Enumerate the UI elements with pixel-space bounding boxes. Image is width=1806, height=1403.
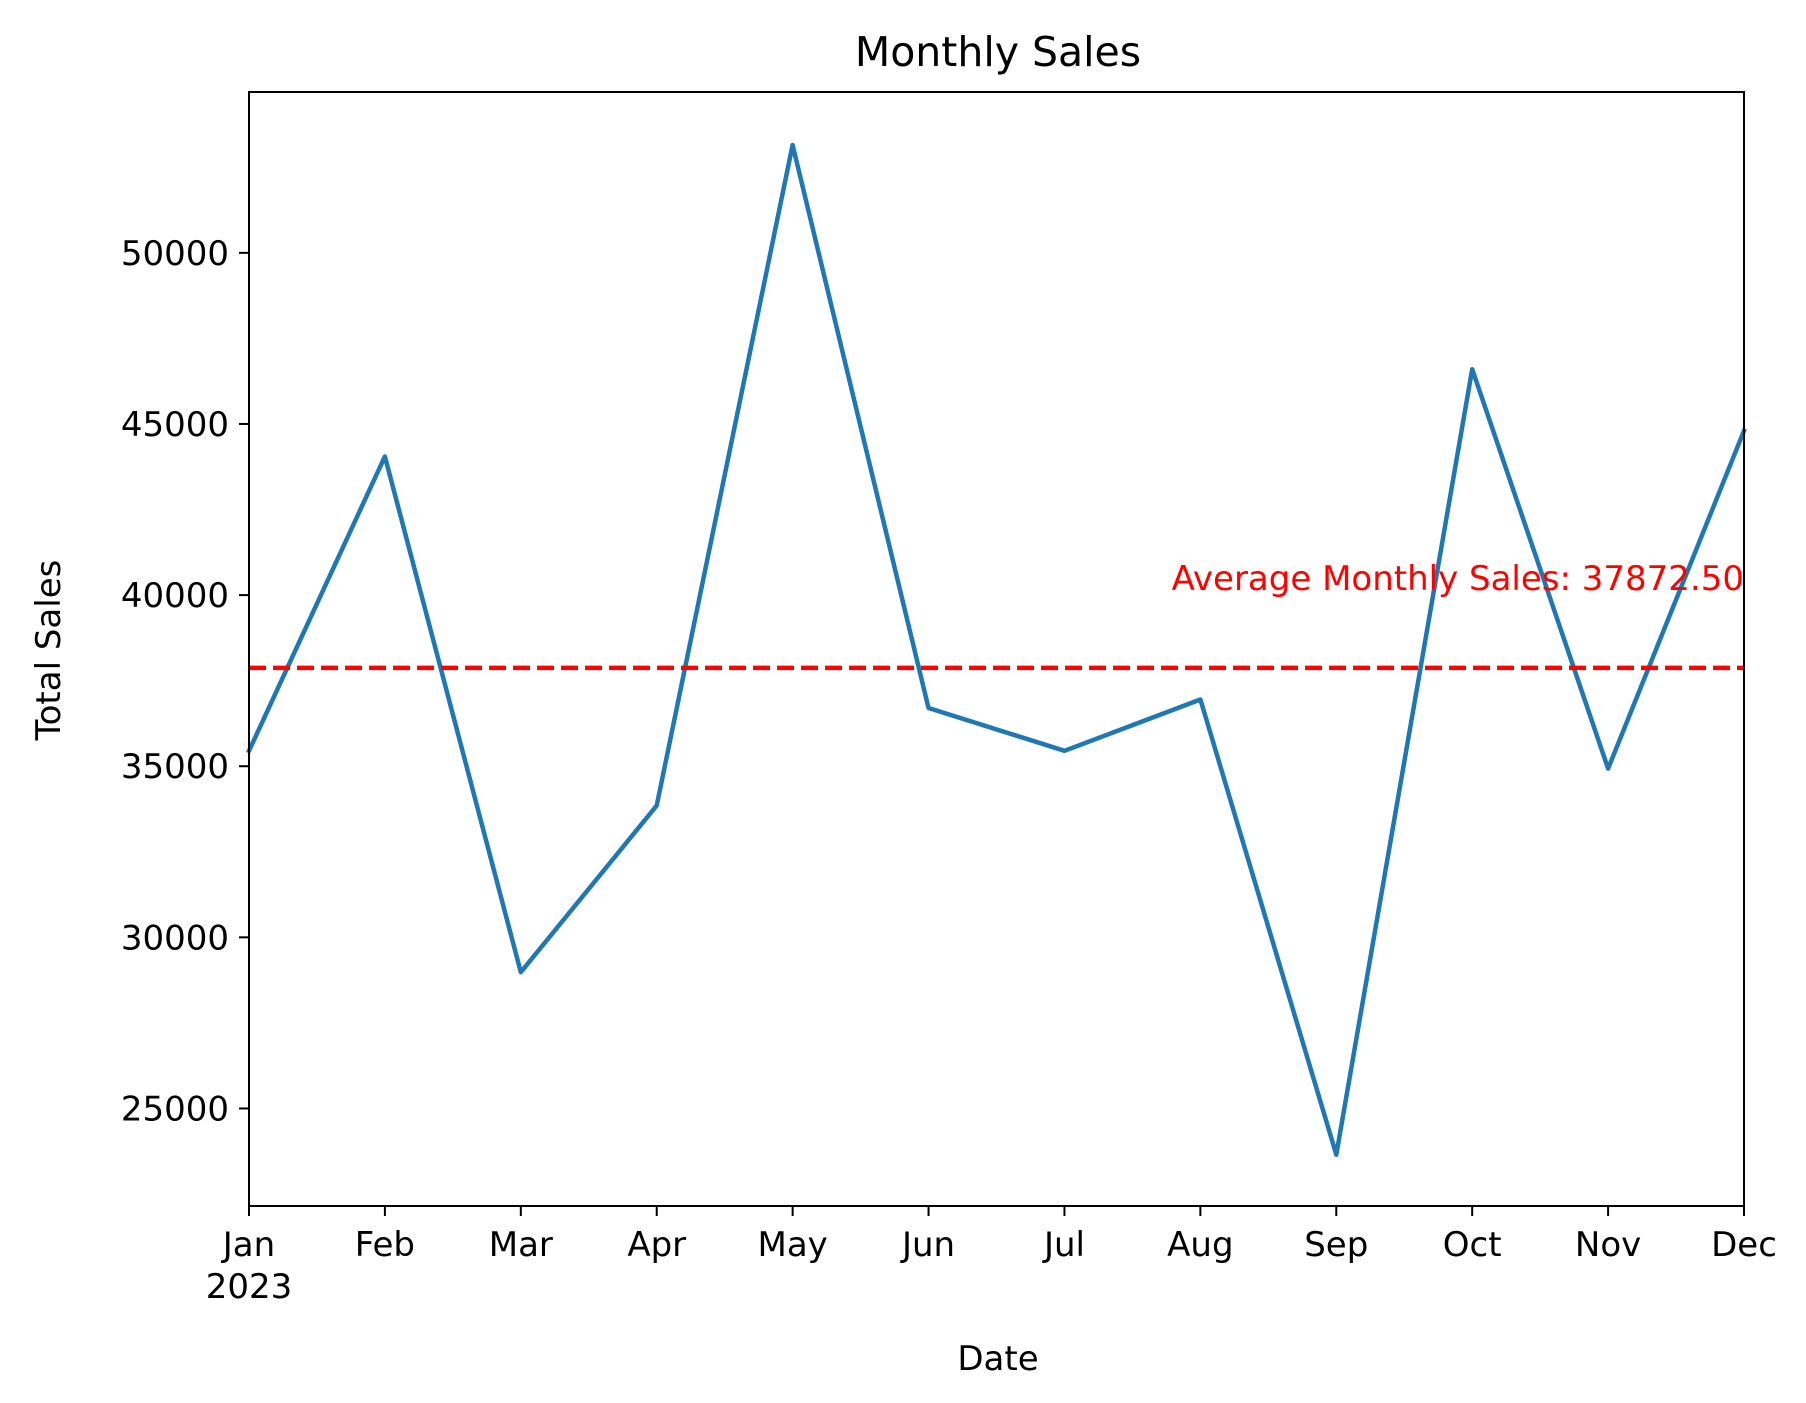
x-tick-label: Apr	[627, 1225, 686, 1265]
x-tick-label: Jun	[900, 1225, 955, 1265]
y-tick-label: 50000	[121, 234, 229, 274]
average-annotation: Average Monthly Sales: 37872.50	[1172, 559, 1744, 599]
x-tick-year-label: 2023	[206, 1267, 293, 1307]
y-axis-label: Total Sales	[29, 560, 69, 742]
sales-series-line	[246, 142, 1747, 1157]
x-axis-label: Date	[957, 1339, 1038, 1379]
y-tick-label: 40000	[121, 576, 229, 616]
x-tick-label: Dec	[1711, 1225, 1777, 1265]
y-tick-label: 25000	[121, 1089, 229, 1129]
x-tick-label: Nov	[1575, 1225, 1641, 1265]
x-tick-label: Feb	[355, 1225, 415, 1265]
y-axis-ticks: 25000 30000 35000 40000 45000 50000	[121, 234, 249, 1129]
plot-frame	[248, 91, 1745, 1207]
x-tick-label: Jan	[221, 1225, 275, 1265]
y-tick-label: 45000	[121, 405, 229, 445]
x-tick-label: Mar	[489, 1225, 553, 1265]
chart-title: Monthly Sales	[855, 28, 1141, 76]
x-axis-ticks: Jan Feb Mar Apr May Jun Jul Aug Sep Oct Nov Dec 2023	[206, 1206, 1777, 1307]
series-layer	[246, 142, 1747, 1157]
x-tick-label: Oct	[1443, 1225, 1502, 1265]
x-tick-label: May	[757, 1225, 827, 1265]
x-tick-label: Aug	[1167, 1225, 1233, 1265]
x-tick-label: Sep	[1304, 1225, 1368, 1265]
x-tick-label: Jul	[1042, 1225, 1085, 1265]
y-tick-label: 30000	[121, 918, 229, 958]
y-tick-label: 35000	[121, 747, 229, 787]
